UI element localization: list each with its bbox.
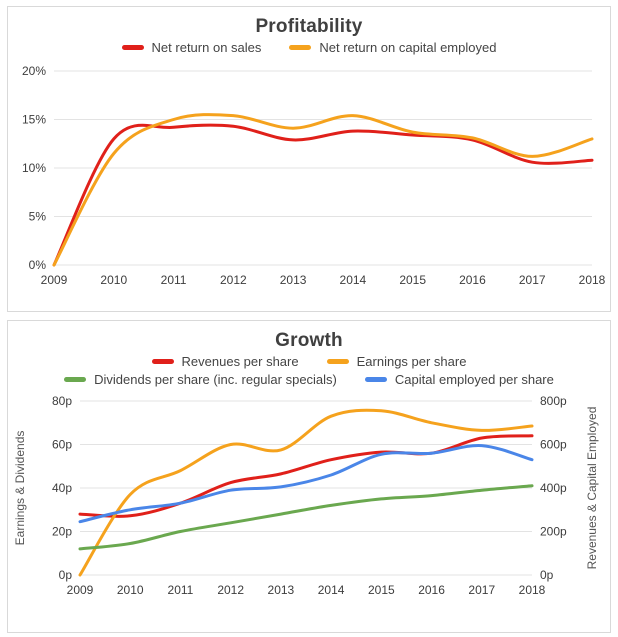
y-axis-tick-label: 5% — [29, 210, 47, 224]
right-axis-title: Revenues & Capital Employed — [585, 407, 599, 570]
y-axis-tick-label: 60p — [52, 438, 72, 452]
y-axis-tick-label: 80p — [52, 394, 72, 408]
series-line — [78, 444, 534, 524]
y-axis-tick-label: 20p — [52, 525, 72, 539]
x-axis-tick-label: 2015 — [368, 583, 395, 597]
x-axis-tick-label: 2017 — [468, 583, 495, 597]
legend-item: Net return on sales — [121, 40, 262, 55]
x-axis-tick-label: 2016 — [459, 273, 486, 287]
legend-item: Net return on capital employed — [289, 40, 496, 55]
legend-label: Earnings per share — [356, 354, 467, 369]
x-axis-tick-label: 2011 — [168, 583, 194, 597]
right-y-axis-tick-label: 0p — [540, 568, 554, 582]
legend-label: Net return on capital employed — [319, 40, 497, 55]
x-axis-tick-label: 2009 — [41, 273, 68, 287]
right-y-axis-tick-label: 200p — [540, 525, 567, 539]
x-axis-tick-label: 2014 — [318, 583, 345, 597]
x-axis-tick-label: 2018 — [579, 273, 606, 287]
y-axis-tick-label: 10% — [22, 161, 46, 175]
legend-label: Dividends per share (inc. regular specia… — [94, 372, 337, 387]
legend-item: Dividends per share (inc. regular specia… — [64, 372, 337, 387]
series-line — [52, 123, 594, 267]
right-y-axis-tick-label: 600p — [540, 438, 567, 452]
legend-marker-icon — [326, 359, 349, 364]
legend-marker-icon — [289, 45, 312, 50]
series-line — [52, 113, 594, 267]
x-axis-tick-label: 2010 — [100, 273, 127, 287]
series-line — [78, 408, 534, 577]
x-axis-tick-label: 2016 — [418, 583, 445, 597]
legend-marker-icon — [151, 359, 174, 364]
right-y-axis-tick-label: 400p — [540, 481, 567, 495]
profitability-chart-title: Profitability — [255, 16, 363, 37]
legend-label: Capital employed per share — [394, 372, 554, 387]
growth-chart-title: Growth — [275, 330, 343, 351]
x-axis-tick-label: 2012 — [217, 583, 244, 597]
legend-row: Net return on sales Net return on capital… — [8, 40, 610, 55]
growth-legend: Revenues per share Earnings per share Divi… — [8, 354, 610, 387]
legend-label: Net return on sales — [151, 40, 262, 55]
series-line — [78, 434, 534, 518]
legend-marker-icon — [64, 377, 87, 382]
x-axis-tick-label: 2015 — [399, 273, 426, 287]
y-axis-tick-label: 40p — [52, 481, 72, 495]
profitability-chart-card: Profitability Net return on sales Net ret… — [7, 6, 611, 312]
x-axis-tick-label: 2011 — [161, 273, 187, 287]
legend-row: Dividends per share (inc. regular specia… — [8, 372, 610, 387]
x-axis-tick-label: 2012 — [220, 273, 247, 287]
right-y-axis-tick-label: 800p — [540, 394, 567, 408]
left-axis-title: Earnings & Dividends — [13, 431, 27, 546]
series-line — [78, 484, 534, 551]
profitability-chart-plot: 0% 5% 10% 15% 20% 2009 2010 2011 2012 2013 2014 201… — [22, 64, 606, 287]
y-axis-tick-label: 15% — [22, 113, 46, 127]
growth-chart-card: Growth Revenues per share Earnings per sh… — [7, 320, 611, 633]
profitability-legend: Net return on sales Net return on capital… — [8, 40, 610, 55]
legend-marker-icon — [364, 377, 387, 382]
legend-item: Capital employed per share — [364, 372, 554, 387]
x-axis-tick-label: 2013 — [268, 583, 295, 597]
growth-chart-plot: 0p 0p 20p 200p 40p 400p 60p 600p 80p 800p 2009 2010… — [13, 394, 599, 597]
x-axis-tick-label: 2018 — [519, 583, 546, 597]
x-axis-tick-label: 2017 — [519, 273, 546, 287]
legend-row: Revenues per share Earnings per share — [8, 354, 610, 369]
x-axis-tick-label: 2010 — [117, 583, 144, 597]
x-axis-tick-label: 2013 — [280, 273, 307, 287]
legend-item: Earnings per share — [326, 354, 467, 369]
y-axis-tick-label: 0p — [59, 568, 73, 582]
legend-item: Revenues per share — [151, 354, 299, 369]
y-axis-tick-label: 0% — [29, 258, 47, 272]
legend-marker-icon — [121, 45, 144, 50]
x-axis-tick-label: 2014 — [340, 273, 367, 287]
legend-label: Revenues per share — [181, 354, 299, 369]
x-axis-tick-label: 2009 — [67, 583, 94, 597]
y-axis-tick-label: 20% — [22, 64, 46, 78]
